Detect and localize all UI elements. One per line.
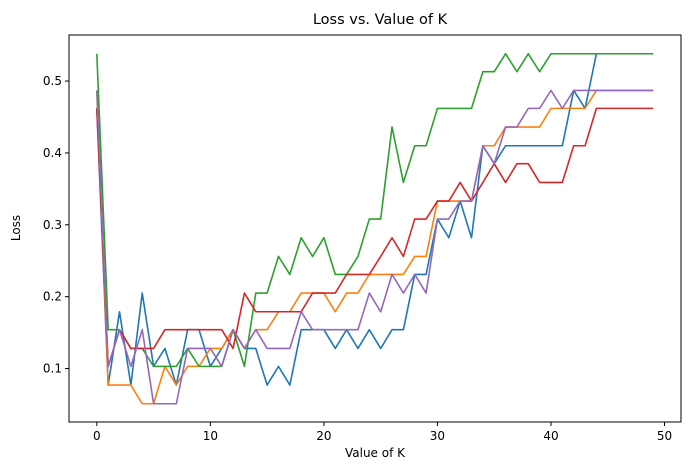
y-axis-ticks: 0.1 0.2 0.3 0.4 0.5 bbox=[43, 74, 69, 376]
series-line-2 bbox=[96, 89, 654, 405]
y-tick-label: 0.4 bbox=[43, 146, 62, 160]
x-tick-label: 0 bbox=[93, 429, 101, 443]
series-line-3 bbox=[96, 52, 654, 368]
y-tick-label: 0.2 bbox=[43, 290, 62, 304]
x-axis-label: Value of K bbox=[345, 446, 406, 460]
x-tick-label: 50 bbox=[657, 429, 672, 443]
series-lines bbox=[96, 52, 654, 405]
x-tick-label: 30 bbox=[430, 429, 445, 443]
series-line-5 bbox=[96, 89, 654, 405]
x-tick-label: 10 bbox=[203, 429, 218, 443]
x-tick-label: 20 bbox=[316, 429, 331, 443]
y-axis-label: Loss bbox=[9, 215, 23, 241]
chart-title: Loss vs. Value of K bbox=[313, 12, 448, 28]
plot-frame bbox=[68, 34, 682, 423]
y-tick-label: 0.3 bbox=[43, 218, 62, 232]
x-tick-label: 40 bbox=[543, 429, 558, 443]
y-tick-label: 0.5 bbox=[43, 74, 62, 88]
series-line-4 bbox=[96, 107, 654, 368]
y-tick-label: 0.1 bbox=[43, 362, 62, 376]
x-axis-ticks: 0 10 20 30 40 50 bbox=[93, 422, 672, 443]
